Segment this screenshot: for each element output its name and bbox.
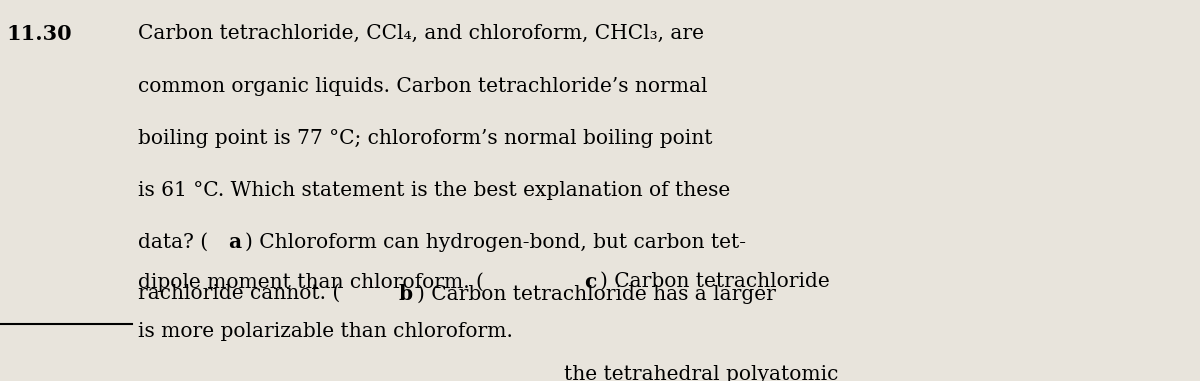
Text: is 61 °C. Which statement is the best explanation of these: is 61 °C. Which statement is the best ex…	[138, 181, 731, 200]
Text: b: b	[398, 284, 413, 304]
Text: is more polarizable than chloroform.: is more polarizable than chloroform.	[138, 322, 512, 341]
Text: data? (: data? (	[138, 232, 208, 251]
Text: the tetrahedral polyatomic: the tetrahedral polyatomic	[564, 365, 839, 381]
Text: ) Chloroform can hydrogen-bond, but carbon tet-: ) Chloroform can hydrogen-bond, but carb…	[246, 232, 746, 252]
Text: c: c	[584, 272, 596, 292]
Text: ) Carbon tetrachloride has a larger: ) Carbon tetrachloride has a larger	[418, 284, 776, 304]
Text: rachloride cannot. (: rachloride cannot. (	[138, 284, 341, 303]
Text: ) Carbon tetrachloride: ) Carbon tetrachloride	[600, 272, 830, 291]
Text: 11.30: 11.30	[6, 24, 72, 44]
Text: a: a	[228, 232, 241, 253]
Text: Carbon tetrachloride, CCl₄, and chloroform, CHCl₃, are: Carbon tetrachloride, CCl₄, and chlorofo…	[138, 24, 704, 43]
Text: boiling point is 77 °C; chloroform’s normal boiling point: boiling point is 77 °C; chloroform’s nor…	[138, 129, 713, 148]
Text: common organic liquids. Carbon tetrachloride’s normal: common organic liquids. Carbon tetrachlo…	[138, 77, 708, 96]
Text: dipole moment than chloroform. (: dipole moment than chloroform. (	[138, 272, 484, 292]
